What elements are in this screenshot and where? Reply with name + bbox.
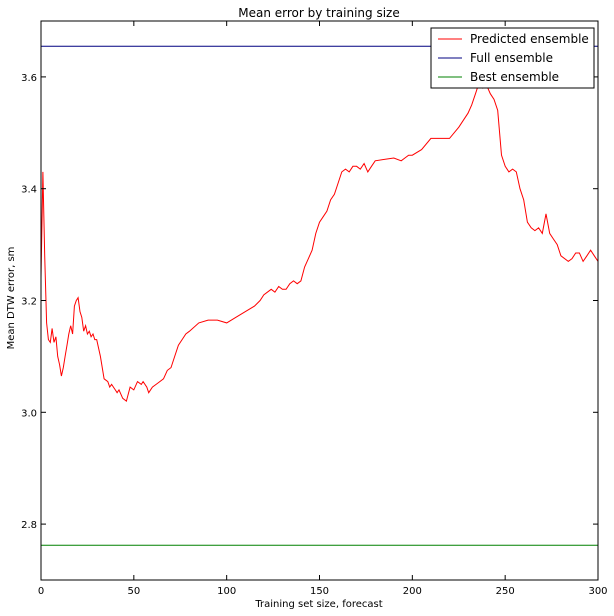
legend-label-predicted-ensemble: Predicted ensemble [470, 32, 589, 46]
x-tick-label: 250 [496, 586, 515, 597]
y-axis-label: Mean DTW error, sm [6, 247, 17, 350]
y-tick-label: 3.2 [21, 297, 37, 308]
y-tick-label: 3.4 [21, 185, 37, 196]
x-tick-label: 300 [588, 586, 607, 597]
legend-label-full-ensemble: Full ensemble [470, 51, 553, 65]
plot-area: 0 50 100 150 200 250 300 2.8 3.0 3.2 3.4 3.6 [21, 20, 608, 597]
x-axis-label: Training set size, forecast [254, 599, 382, 610]
x-tick-label: 200 [403, 586, 422, 597]
plot-frame [40, 20, 599, 581]
y-tick-label: 3.6 [21, 73, 37, 84]
series-line-predicted-ensemble [40, 81, 599, 402]
x-tick-label: 150 [310, 586, 329, 597]
x-tick-label: 50 [127, 586, 140, 597]
x-tick-label: 100 [217, 586, 236, 597]
legend-label-best-ensemble: Best ensemble [470, 70, 559, 84]
y-tick-label: 2.8 [21, 520, 37, 531]
legend: Predicted ensemble Full ensemble Best ense… [430, 27, 595, 89]
x-tick-label: 0 [38, 586, 44, 597]
chart-title: Mean error by training size [238, 6, 399, 20]
y-tick-label: 3.0 [21, 408, 37, 419]
